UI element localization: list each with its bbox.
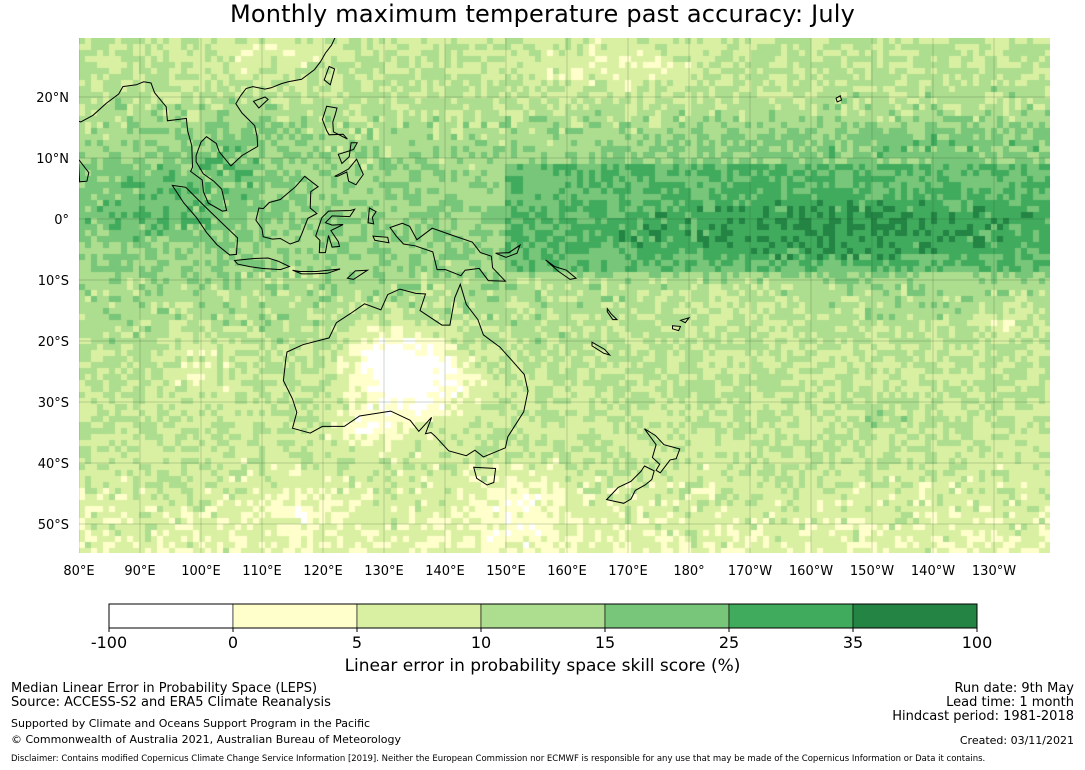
coastline-new-britain xyxy=(495,243,522,258)
coastlines xyxy=(79,38,843,504)
map-figure: 20°N 10°N 0° 10°S 20°S 30°S 40°S 50°S 80°E 90°E 1… xyxy=(36,38,1050,652)
latitude-label: 10°S xyxy=(38,274,69,289)
chart-title: Monthly maximum temperature past accurac… xyxy=(229,0,856,28)
longitude-label: 130°W xyxy=(972,564,1016,579)
coastline-sulawesi xyxy=(315,208,356,254)
colorbar-tick-label: 25 xyxy=(719,633,739,652)
graticule xyxy=(79,38,1050,553)
longitude-label: 150°E xyxy=(486,564,526,579)
coastline-sumatra xyxy=(171,184,239,256)
longitude-label: 130°E xyxy=(364,564,404,579)
colorbar-tick-label: 35 xyxy=(843,633,863,652)
coastline-nz-north xyxy=(644,428,681,474)
longitude-label: 80°E xyxy=(63,564,94,579)
longitude-label: 170°W xyxy=(728,564,772,579)
coastline-java xyxy=(233,257,291,271)
hindcast-period: Hindcast period: 1981-2018 xyxy=(892,709,1074,724)
latitude-label: 40°S xyxy=(38,457,69,472)
colorbar-tick-label: 15 xyxy=(595,633,615,652)
disclaimer: Disclaimer: Contains modified Copernicus… xyxy=(11,754,986,764)
coastline-new-caledonia xyxy=(591,341,612,356)
latitude-label: 30°S xyxy=(38,396,69,411)
coastline-hawaii xyxy=(835,95,843,103)
longitude-label: 180° xyxy=(673,564,704,579)
colorbar-frame xyxy=(108,603,978,629)
footer-right-block: Run date: 9th May Lead time: 1 month Hin… xyxy=(892,682,1074,724)
colorbar-swatch xyxy=(728,603,854,629)
coastline-fiji-2 xyxy=(679,316,691,324)
created-date: Created: 03/11/2021 xyxy=(959,734,1074,747)
latitude-labels: 20°N 10°N 0° 10°S 20°S 30°S 40°S 50°S xyxy=(36,91,69,533)
longitude-label: 110°E xyxy=(242,564,282,579)
coastline-fiji xyxy=(672,325,682,332)
coastline-borneo xyxy=(255,175,319,245)
coastline-australia xyxy=(282,282,529,458)
colorbar-swatch xyxy=(480,603,606,629)
colorbar-swatch xyxy=(852,603,978,629)
coastline-hainan xyxy=(252,96,269,109)
lead-time: Lead time: 1 month xyxy=(946,695,1074,710)
colorbar: -100 0 5 10 15 25 35 100 xyxy=(91,603,993,652)
coastline-taiwan xyxy=(323,65,336,86)
longitude-label: 100°E xyxy=(181,564,221,579)
run-date: Run date: 9th May xyxy=(954,681,1074,696)
footer-support: Supported by Climate and Oceans Support … xyxy=(11,717,371,730)
longitude-label: 160°W xyxy=(789,564,833,579)
colorbar-tick-label: 0 xyxy=(228,633,238,652)
colorbar-swatch xyxy=(356,603,482,629)
coastline-flores-chain xyxy=(292,268,341,275)
coastline-sri-lanka xyxy=(79,159,90,183)
latitude-label: 0° xyxy=(54,213,69,228)
longitude-label: 120°E xyxy=(303,564,343,579)
latitude-label: 20°S xyxy=(38,335,69,350)
colorbar-tick-label: 100 xyxy=(962,633,993,652)
coastline-new-guinea xyxy=(389,222,507,282)
longitude-label: 170°E xyxy=(608,564,648,579)
longitude-labels: 80°E 90°E 100°E 110°E 120°E 130°E 140°E 150°E 16… xyxy=(63,564,1016,579)
longitude-label: 140°E xyxy=(425,564,465,579)
coastline-solomons xyxy=(545,259,578,280)
footer-source: Source: ACCESS-S2 and ERA5 Climate Reana… xyxy=(11,695,331,710)
colorbar-swatch xyxy=(108,603,234,629)
coastline-mindanao xyxy=(334,158,364,186)
footer-left-block: Median Linear Error in Probability Space… xyxy=(11,682,331,710)
footer-credits: Supported by Climate and Oceans Support … xyxy=(11,717,401,746)
skill-score-field xyxy=(79,38,1050,553)
latitude-label: 20°N xyxy=(36,91,69,106)
colorbar-swatch xyxy=(232,603,358,629)
colorbar-tick-label: 5 xyxy=(352,633,362,652)
footer-copyright: © Commonwealth of Australia 2021, Austra… xyxy=(11,733,401,746)
colorbar-title: Linear error in probability space skill … xyxy=(344,656,741,676)
longitude-label: 140°W xyxy=(911,564,955,579)
colorbar-tick-label: -100 xyxy=(91,633,127,652)
longitude-label: 90°E xyxy=(124,564,155,579)
coastline-seram xyxy=(372,235,390,244)
latitude-label: 10°N xyxy=(36,152,69,167)
footer-leps: Median Linear Error in Probability Space… xyxy=(11,681,318,696)
latitude-label: 50°S xyxy=(38,518,69,533)
longitude-label: 160°E xyxy=(547,564,587,579)
coastline-timor xyxy=(346,269,370,280)
coastline-nz-south xyxy=(605,465,655,504)
coastline-luzon xyxy=(321,105,348,140)
coastline-halmahera xyxy=(367,207,377,225)
coastline-vanuatu xyxy=(606,307,619,321)
colorbar-swatch xyxy=(604,603,730,629)
coastline-asia-mainland xyxy=(79,38,336,212)
coastline-tasmania xyxy=(473,466,497,486)
coastline-visayas xyxy=(337,142,359,165)
colorbar-tick-label: 10 xyxy=(471,633,491,652)
longitude-label: 150°W xyxy=(850,564,894,579)
